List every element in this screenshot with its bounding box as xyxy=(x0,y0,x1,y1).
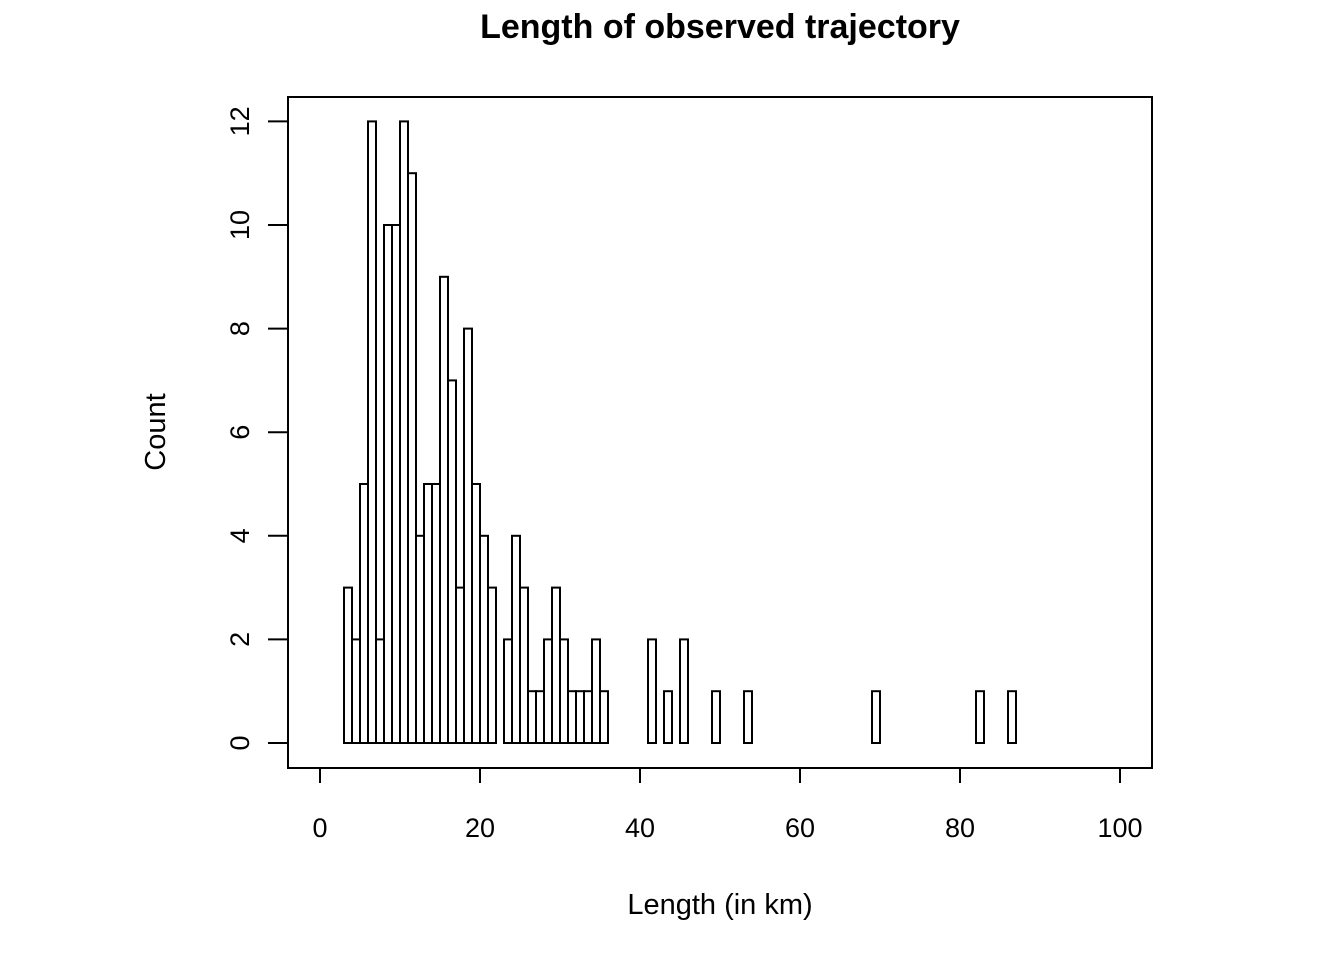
x-tick-label: 40 xyxy=(625,813,655,843)
histogram-bar xyxy=(439,275,449,744)
chart-title: Length of observed trajectory xyxy=(480,8,960,46)
histogram-bar xyxy=(1007,690,1017,745)
histogram-bar xyxy=(551,586,561,744)
histogram-bar xyxy=(359,483,369,744)
histogram-bar xyxy=(383,224,393,744)
x-tick-label: 0 xyxy=(312,813,327,843)
histogram-bar xyxy=(407,172,417,744)
y-tick-label: 0 xyxy=(225,735,255,750)
y-axis: 0 2 4 6 8 10 12 xyxy=(225,106,289,751)
y-tick-label: 10 xyxy=(225,210,255,240)
histogram-bar xyxy=(743,690,753,745)
histogram-bar xyxy=(399,120,409,744)
histogram-bar xyxy=(367,120,377,744)
histogram-bar xyxy=(487,586,497,744)
histogram-bar xyxy=(503,638,513,745)
histogram-bars xyxy=(343,120,1017,745)
histogram-bar xyxy=(711,690,721,745)
histogram-bar xyxy=(391,224,401,744)
histogram-bar xyxy=(463,327,473,744)
y-tick-label: 12 xyxy=(225,106,255,136)
x-tick-label: 20 xyxy=(465,813,495,843)
x-tick-label: 80 xyxy=(945,813,975,843)
histogram-bar xyxy=(535,690,545,745)
histogram-bar xyxy=(663,690,673,745)
y-tick-label: 6 xyxy=(225,425,255,440)
x-axis: 0 20 40 60 80 100 xyxy=(312,767,1143,843)
histogram-bar xyxy=(871,690,881,745)
histogram-bar xyxy=(567,690,577,745)
y-tick-label: 8 xyxy=(225,321,255,336)
y-axis-label: Count xyxy=(140,393,172,470)
histogram-bar xyxy=(559,638,569,745)
histogram-bar xyxy=(511,534,521,744)
x-tick-label: 100 xyxy=(1097,813,1142,843)
histogram-bar xyxy=(591,638,601,745)
histogram-bar xyxy=(455,586,465,744)
histogram-bar xyxy=(975,690,985,745)
histogram-bar xyxy=(471,483,481,744)
histogram-bar xyxy=(527,690,537,745)
histogram-bar xyxy=(575,690,585,745)
histogram-bar xyxy=(519,586,529,744)
histogram-bar xyxy=(415,534,425,744)
x-axis-label: Length (in km) xyxy=(627,889,812,921)
histogram-bar xyxy=(423,483,433,744)
y-tick-label: 2 xyxy=(225,632,255,647)
histogram-bar xyxy=(647,638,657,745)
histogram-bar xyxy=(343,586,353,744)
histogram-bar xyxy=(431,483,441,744)
histogram-bar xyxy=(583,690,593,745)
histogram-bar xyxy=(447,379,457,744)
histogram-bar xyxy=(543,638,553,745)
histogram-bar xyxy=(375,638,385,745)
histogram-bar xyxy=(599,690,609,745)
x-tick-label: 60 xyxy=(785,813,815,843)
histogram-bar xyxy=(351,638,361,745)
histogram-bar xyxy=(479,534,489,744)
histogram-bar xyxy=(679,638,689,745)
y-tick-label: 4 xyxy=(225,528,255,543)
